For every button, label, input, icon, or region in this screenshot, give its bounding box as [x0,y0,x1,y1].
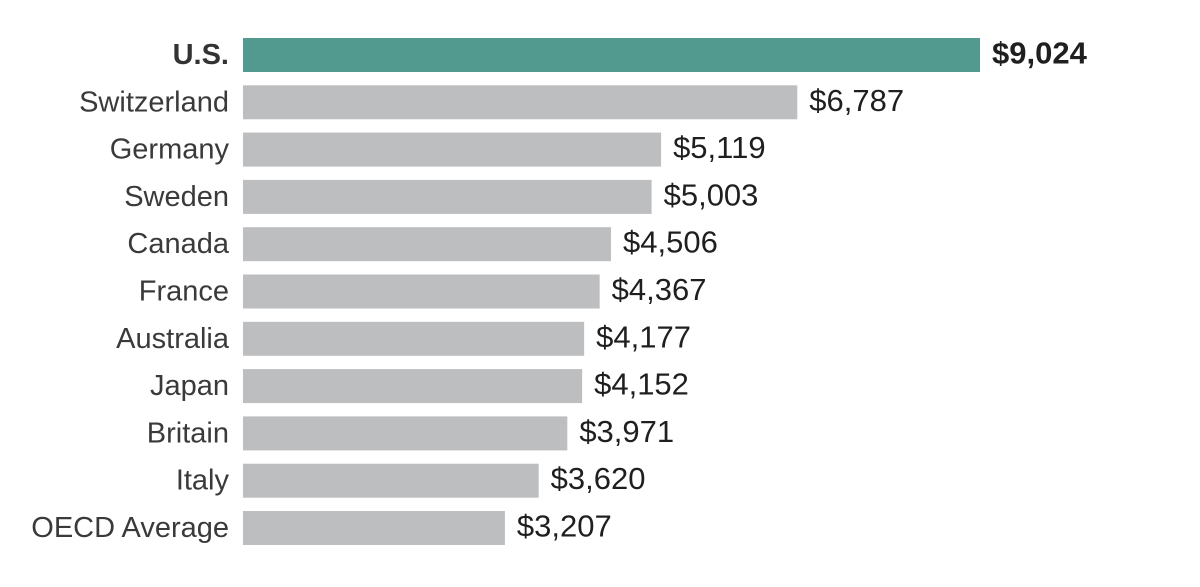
bar-germany [243,132,662,167]
value-label: $3,620 [551,461,646,496]
category-label: Japan [150,370,229,402]
value-label: $3,207 [517,509,612,544]
bar-japan [243,369,583,404]
value-label: $5,003 [664,177,759,212]
bar-sweden [243,179,652,214]
category-label: Germany [110,134,230,166]
category-label: Canada [127,228,229,260]
bar-u-s [243,38,980,72]
value-label: $4,367 [612,272,707,307]
value-label: $6,787 [809,83,904,118]
category-label: France [139,276,229,308]
value-label: $5,119 [673,130,766,165]
bar-oecd-average [243,511,505,545]
category-label: Italy [176,465,230,497]
value-label: $9,024 [992,36,1088,71]
value-label: $4,506 [623,225,718,260]
category-label: Australia [116,323,230,355]
bar-france [243,274,600,309]
bar-australia [243,321,585,356]
value-label: $3,971 [579,414,674,449]
bar-canada [243,227,612,262]
value-label: $4,177 [596,319,691,354]
category-label: Britain [147,417,229,449]
category-label: Sweden [124,181,229,213]
category-label: U.S. [173,39,229,71]
category-label: Switzerland [79,86,229,118]
bar-switzerland [243,85,798,120]
bar-italy [243,463,539,498]
value-label: $4,152 [594,367,689,402]
bar-britain [243,416,568,451]
category-label: OECD Average [31,512,229,544]
